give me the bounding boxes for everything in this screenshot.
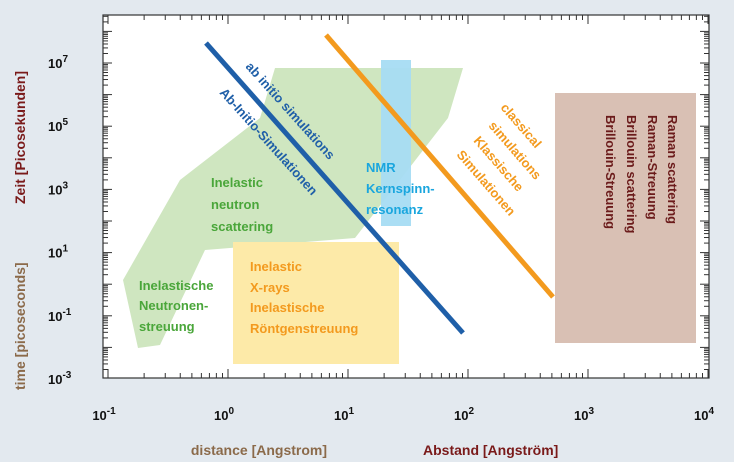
neutron-label-de: Inelastische Neutronen- streuung	[139, 278, 217, 334]
x-tick-label: 101	[334, 406, 354, 423]
x-tick-label: 102	[454, 406, 474, 423]
svg-text:Brillouin-Streuung: Brillouin-Streuung	[603, 115, 618, 229]
x-tick-label: 104	[694, 406, 714, 423]
x-axis-label-en: distance [Angstrom]	[191, 442, 327, 458]
svg-text:Raman scattering: Raman scattering	[665, 115, 680, 224]
xray-label: Inelastic X-rays Inelastische Röntgenstr…	[250, 259, 358, 336]
x-tick-labels: 10-1 100 101 102 103 104	[92, 406, 714, 423]
y-tick-label: 103	[48, 180, 68, 197]
axis-ticks	[103, 15, 709, 378]
ab-initio-line	[204, 41, 465, 335]
inelastic-neutron-region	[123, 68, 463, 348]
classical-line	[324, 33, 555, 299]
x-tick-label: 100	[214, 406, 234, 423]
nmr-region	[381, 60, 411, 226]
y-tick-label: 101	[48, 244, 68, 261]
y-axis-label-de: Zeit [Picosekunden]	[12, 71, 28, 204]
x-axis-label-de: Abstand [Angström]	[423, 442, 558, 458]
y-tick-labels: 10-3 10-1 101 103 105 107	[48, 54, 72, 387]
nmr-label: NMR Kernspinn- resonanz	[366, 160, 438, 217]
y-tick-label: 10-1	[48, 307, 72, 324]
inelastic-xray-region	[233, 242, 399, 364]
svg-text:Brillouin scattering: Brillouin scattering	[624, 115, 639, 234]
x-tick-label: 10-1	[92, 406, 116, 423]
neutron-label-en: Inelastic neutron scattering	[211, 175, 273, 234]
y-tick-label: 107	[48, 54, 68, 71]
x-tick-label: 103	[574, 406, 594, 423]
raman-brillouin-label: Raman scattering Raman-Streuung Brilloui…	[603, 115, 680, 234]
y-tick-label: 105	[48, 117, 68, 134]
raman-brillouin-region	[555, 93, 696, 343]
y-tick-label: 10-3	[48, 370, 72, 387]
svg-text:Raman-Streuung: Raman-Streuung	[645, 115, 660, 220]
y-axis-label-en: time [picoseconds]	[12, 262, 28, 390]
